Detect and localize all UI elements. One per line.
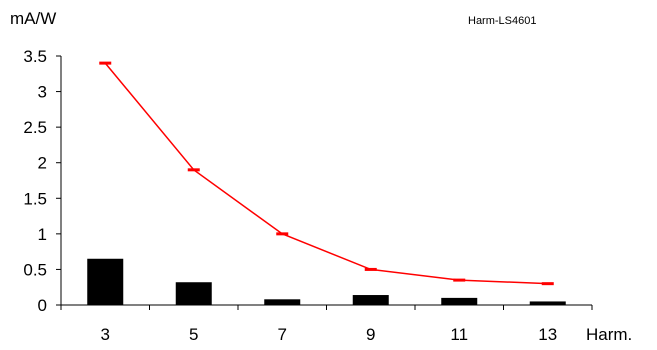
y-tick-label: 3 [38,83,47,102]
y-axis-label: mA/W [10,9,56,28]
bar-series [87,258,566,305]
x-tick-label: 11 [450,325,468,344]
y-tick-label: 2 [38,154,47,173]
x-tick-label: 3 [101,325,110,344]
y-tick-label: 3.5 [23,47,47,66]
y-tick-label: 2.5 [23,118,47,137]
line-path [104,62,548,285]
x-tick-label: 13 [538,325,557,344]
bar [529,301,566,305]
x-tick-label: 9 [366,325,375,344]
y-tick-label: 1.5 [23,189,47,208]
y-tick-label: 1 [38,225,47,244]
x-tick-label: 7 [278,325,287,344]
x-axis-label: Harm. [586,325,632,344]
y-tick-label: 0.5 [23,260,47,279]
x-axis: 3 5 7 9 11 13 [60,304,593,344]
bar [264,299,301,305]
y-axis: 0 0.5 1 1.5 2 2.5 3 3.5 [23,47,62,315]
bar [175,282,212,305]
line-series [99,61,554,286]
bar [441,297,478,305]
y-tick-label: 0 [38,296,47,315]
bar [87,258,124,305]
chart-header-label: Harm-LS4601 [468,15,536,27]
bar [352,295,389,305]
x-tick-label: 5 [189,325,198,344]
